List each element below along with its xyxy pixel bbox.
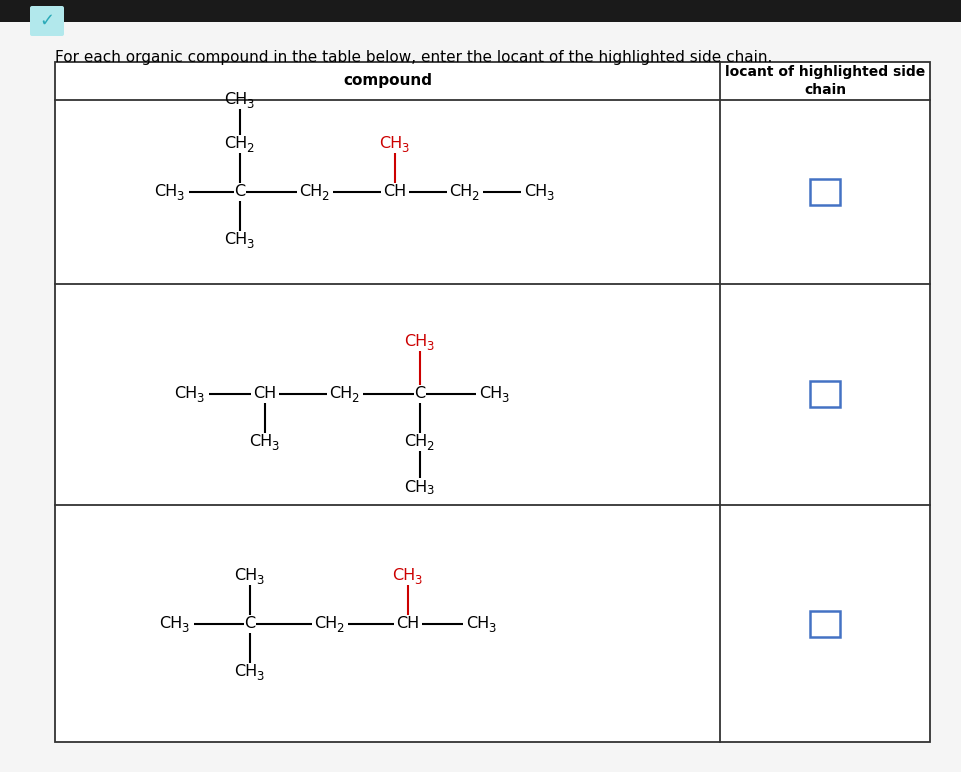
Text: 3: 3 xyxy=(196,391,204,405)
Text: CH: CH xyxy=(224,232,247,248)
Text: CH: CH xyxy=(404,479,428,495)
Text: 3: 3 xyxy=(426,485,433,497)
Text: 3: 3 xyxy=(181,621,188,635)
Text: 3: 3 xyxy=(246,97,254,110)
Text: CH: CH xyxy=(449,185,472,199)
Text: CH: CH xyxy=(404,435,428,449)
Text: CH: CH xyxy=(160,617,183,631)
Text: locant of highlighted side
chain: locant of highlighted side chain xyxy=(725,65,924,97)
Text: 2: 2 xyxy=(351,391,358,405)
Text: CH: CH xyxy=(234,665,258,679)
Text: For each organic compound in the table below, enter the locant of the highlighte: For each organic compound in the table b… xyxy=(55,50,772,65)
Text: ✓: ✓ xyxy=(39,12,55,30)
Text: CH: CH xyxy=(396,617,419,631)
Text: CH: CH xyxy=(466,617,489,631)
Text: CH: CH xyxy=(249,435,272,449)
Text: CH: CH xyxy=(479,387,502,401)
Text: 3: 3 xyxy=(256,574,263,587)
Text: 3: 3 xyxy=(271,439,279,452)
Text: CH: CH xyxy=(154,185,178,199)
Text: 2: 2 xyxy=(336,621,343,635)
Text: CH: CH xyxy=(234,568,258,584)
Text: 3: 3 xyxy=(176,189,184,202)
Bar xyxy=(809,611,839,637)
Text: 3: 3 xyxy=(246,238,254,250)
Text: CH: CH xyxy=(174,387,197,401)
Text: 2: 2 xyxy=(321,189,329,202)
Text: 3: 3 xyxy=(256,669,263,682)
Bar xyxy=(0,0,961,22)
Text: CH: CH xyxy=(314,617,337,631)
FancyBboxPatch shape xyxy=(30,6,64,36)
Text: 3: 3 xyxy=(546,189,554,202)
Text: 2: 2 xyxy=(471,189,479,202)
Text: C: C xyxy=(234,185,245,199)
Text: CH: CH xyxy=(224,137,247,151)
Text: compound: compound xyxy=(343,73,431,89)
Text: 3: 3 xyxy=(414,574,421,587)
Text: CH: CH xyxy=(253,387,277,401)
Text: 2: 2 xyxy=(426,439,433,452)
Text: CH: CH xyxy=(392,568,415,584)
Text: C: C xyxy=(244,617,256,631)
Text: CH: CH xyxy=(224,93,247,107)
Text: CH: CH xyxy=(383,185,407,199)
Text: 3: 3 xyxy=(426,340,433,353)
Text: CH: CH xyxy=(404,334,428,350)
Bar xyxy=(55,62,929,742)
Text: 2: 2 xyxy=(246,141,254,154)
Text: 3: 3 xyxy=(488,621,495,635)
Text: 3: 3 xyxy=(501,391,508,405)
Bar xyxy=(55,62,929,742)
Text: CH: CH xyxy=(329,387,353,401)
Text: CH: CH xyxy=(379,137,403,151)
Bar xyxy=(809,381,839,407)
Text: CH: CH xyxy=(299,185,322,199)
Text: CH: CH xyxy=(524,185,547,199)
Bar xyxy=(809,179,839,205)
Text: 3: 3 xyxy=(401,141,408,154)
Text: C: C xyxy=(414,387,425,401)
